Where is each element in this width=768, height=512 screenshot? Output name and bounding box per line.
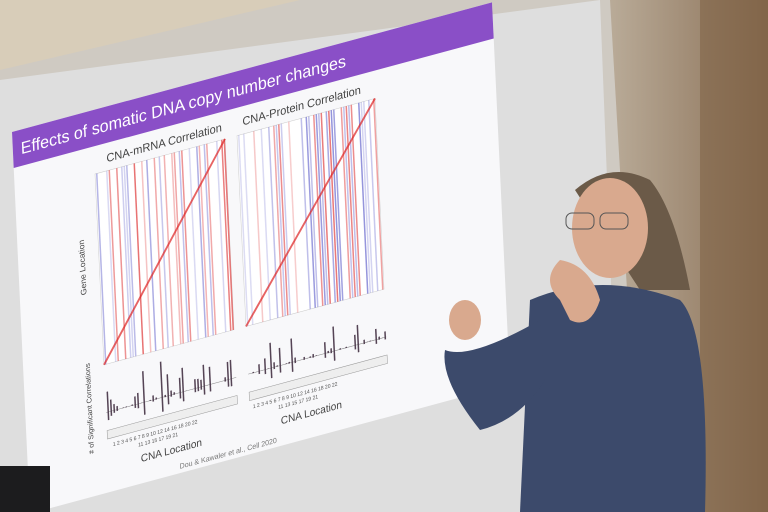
heatmaps — [94, 97, 388, 440]
heatmap-stripe — [181, 150, 192, 342]
heatmap-stripe — [243, 133, 254, 325]
heatmap-stripe — [133, 163, 145, 355]
heatmap-stripe — [300, 118, 312, 310]
track-spike — [178, 377, 182, 399]
heatmap-stripe — [121, 166, 132, 358]
heatmap-stripe — [373, 98, 384, 290]
heatmap-stripe — [278, 124, 289, 316]
heatmap-stripe — [173, 152, 185, 344]
track-spike — [202, 364, 206, 395]
heatmap-stripe — [333, 109, 344, 301]
heatmap-stripe — [330, 110, 342, 302]
heatmap-stripe — [308, 116, 319, 308]
track-spike — [354, 334, 357, 350]
track-spike — [181, 367, 185, 402]
track-spike — [106, 391, 110, 421]
heatmap-stripe — [363, 101, 374, 293]
hand — [550, 260, 600, 323]
heatmap-stripe — [238, 134, 249, 327]
heatmap-stripe — [178, 151, 190, 343]
heatmap-stripe — [260, 128, 272, 321]
track-spike — [159, 361, 164, 412]
heatmap-stripe — [196, 146, 207, 338]
glasses — [599, 212, 629, 230]
heatmap-stripe — [328, 110, 339, 302]
heatmap-stripe — [141, 161, 152, 353]
track-spike — [263, 358, 267, 375]
heatmap-stripe — [348, 105, 359, 297]
presenter — [444, 172, 706, 512]
heatmap-diagonal — [103, 138, 226, 366]
hand — [449, 300, 481, 340]
track-spike — [109, 399, 113, 416]
heatmap-stripe — [288, 121, 299, 313]
monitor — [0, 466, 50, 512]
heatmap-stripe — [146, 159, 157, 352]
left-arm — [444, 320, 545, 430]
heatmap-stripe — [188, 148, 200, 340]
heatmap-stripe — [203, 144, 215, 336]
heatmap-stripe — [268, 126, 279, 319]
heatmap-stripe — [313, 114, 324, 306]
heatmap-stripe — [116, 167, 127, 360]
heatmap-stripe — [153, 157, 165, 350]
heatmap-stripe — [280, 123, 292, 315]
heatmap-stripe — [198, 145, 210, 337]
track-spike — [356, 324, 360, 353]
heatmap-stripe — [350, 104, 362, 296]
heatmap-stripe — [320, 112, 332, 304]
track-spike — [208, 366, 212, 392]
heatmap-stripe — [253, 130, 264, 323]
heatmap-stripe — [221, 139, 232, 331]
heatmap-stripe — [360, 101, 372, 294]
track-spike — [374, 328, 378, 345]
title-bar — [12, 2, 494, 169]
y-axis-label: Gene Location — [76, 238, 88, 296]
heatmap-stripe — [358, 102, 369, 294]
heatmap-stripe — [318, 113, 329, 305]
heatmap-stripe — [315, 114, 327, 306]
heatmap-stripe — [325, 111, 337, 303]
track-spike — [134, 396, 137, 409]
heatmap-stripe — [96, 173, 107, 365]
heatmap-stripe — [343, 106, 354, 298]
heatmap-stripe — [216, 140, 227, 333]
heatmap-stripe — [368, 99, 379, 292]
glasses — [565, 212, 595, 230]
face — [572, 178, 648, 278]
shirt — [520, 285, 706, 512]
heatmap-stripe — [345, 105, 357, 298]
track-spike — [166, 374, 170, 405]
wall-panel — [700, 0, 768, 512]
track-spike — [269, 342, 273, 379]
track-spike — [332, 326, 336, 361]
track-spike — [226, 361, 230, 387]
heatmap-stripe — [106, 170, 117, 362]
y-axis-label: # of Significant Correlations — [83, 362, 96, 455]
track-spike — [136, 392, 140, 409]
heatmap-stripe — [171, 153, 182, 345]
ceiling — [0, 0, 300, 70]
heatmap-stripe — [123, 165, 135, 358]
heatmap-stripe — [275, 124, 287, 317]
track-spike — [229, 359, 233, 387]
chromosome-bar — [248, 354, 388, 401]
heatmap-diagonal — [245, 97, 376, 327]
slide: Effects of somatic DNA copy number chang… — [12, 2, 511, 512]
track-spike — [197, 378, 200, 392]
track-spike — [142, 370, 146, 415]
heatmap-stripe — [163, 155, 175, 347]
track-spike — [194, 378, 197, 393]
heatmap-stripe — [206, 143, 217, 335]
track-spike — [323, 341, 327, 359]
heatmap-stripe — [108, 169, 120, 362]
track-spike — [278, 347, 282, 373]
heatmap-stripe — [223, 138, 235, 331]
track-spike — [290, 338, 294, 372]
heatmap-stripe — [273, 125, 284, 317]
chromosome-bar — [106, 395, 238, 440]
